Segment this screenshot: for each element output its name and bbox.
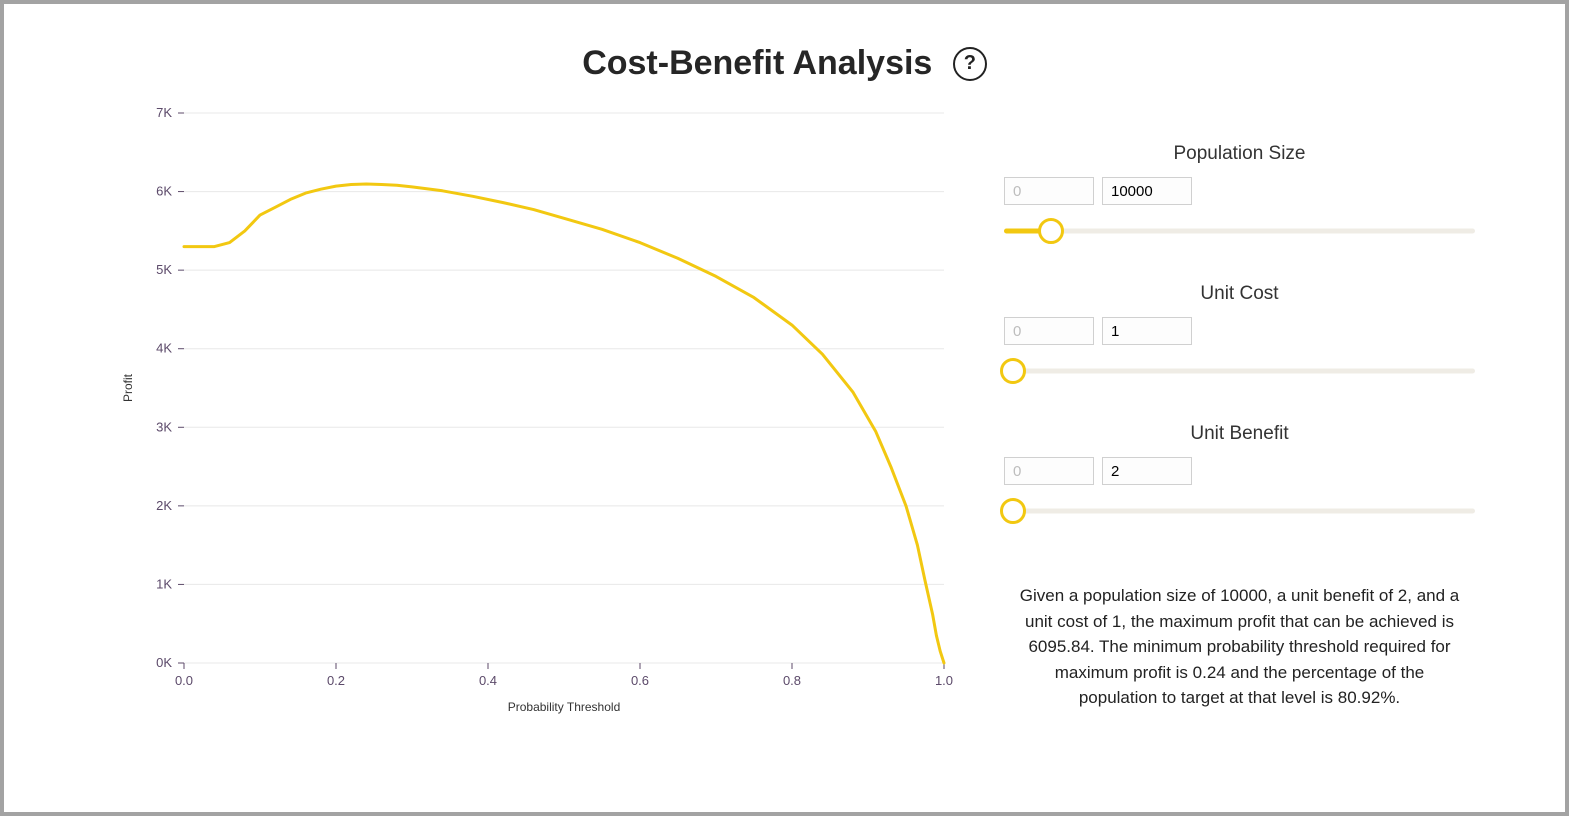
unit-benefit-slider-thumb[interactable] (1000, 498, 1026, 524)
population-slider-track-bg (1004, 229, 1475, 234)
unit-cost-min-input[interactable] (1004, 317, 1094, 345)
svg-text:Probability Threshold: Probability Threshold (508, 700, 621, 714)
unit-cost-control: Unit Cost (1004, 283, 1475, 383)
unit-cost-slider[interactable] (1004, 359, 1475, 383)
population-control: Population Size (1004, 143, 1475, 243)
svg-text:2K: 2K (156, 498, 172, 513)
unit-benefit-label: Unit Benefit (1004, 423, 1475, 445)
unit-benefit-control: Unit Benefit (1004, 423, 1475, 523)
population-inputs (1004, 177, 1475, 205)
panel-frame: Cost-Benefit Analysis ? 0K 1K 2K 3K 4K 5K 6K 7K… (0, 0, 1569, 816)
title-row: Cost-Benefit Analysis ? (34, 44, 1535, 83)
unit-cost-slider-track-bg (1004, 369, 1475, 374)
svg-text:0K: 0K (156, 655, 172, 670)
controls-area: Population Size Unit Cost (964, 103, 1535, 711)
svg-text:Profit: Profit (121, 373, 135, 402)
unit-benefit-slider[interactable] (1004, 499, 1475, 523)
chart-svg: 0K 1K 2K 3K 4K 5K 6K 7K 0.0 0.2 0.4 0.6 0.8 1.0 Probab… (114, 103, 964, 723)
population-label: Population Size (1004, 143, 1475, 165)
unit-benefit-min-input[interactable] (1004, 457, 1094, 485)
svg-text:0.6: 0.6 (631, 673, 649, 688)
unit-cost-slider-thumb[interactable] (1000, 358, 1026, 384)
unit-cost-label: Unit Cost (1004, 283, 1475, 305)
svg-text:0.2: 0.2 (327, 673, 345, 688)
unit-benefit-value-input[interactable] (1102, 457, 1192, 485)
svg-text:0.0: 0.0 (175, 673, 193, 688)
svg-text:3K: 3K (156, 419, 172, 434)
population-value-input[interactable] (1102, 177, 1192, 205)
svg-text:5K: 5K (156, 262, 172, 277)
svg-text:1.0: 1.0 (935, 673, 953, 688)
unit-benefit-slider-track-bg (1004, 509, 1475, 514)
summary-text: Given a population size of 10000, a unit… (1004, 583, 1475, 711)
svg-text:6K: 6K (156, 184, 172, 199)
content-row: 0K 1K 2K 3K 4K 5K 6K 7K 0.0 0.2 0.4 0.6 0.8 1.0 Probab… (34, 103, 1535, 723)
help-icon[interactable]: ? (953, 47, 987, 81)
svg-text:0.4: 0.4 (479, 673, 497, 688)
population-slider-thumb[interactable] (1038, 218, 1064, 244)
svg-text:1K: 1K (156, 576, 172, 591)
population-min-input[interactable] (1004, 177, 1094, 205)
profit-chart: 0K 1K 2K 3K 4K 5K 6K 7K 0.0 0.2 0.4 0.6 0.8 1.0 Probab… (114, 103, 964, 723)
svg-text:0.8: 0.8 (783, 673, 801, 688)
svg-text:7K: 7K (156, 105, 172, 120)
unit-cost-inputs (1004, 317, 1475, 345)
page-title: Cost-Benefit Analysis (582, 44, 932, 83)
svg-text:4K: 4K (156, 341, 172, 356)
population-slider[interactable] (1004, 219, 1475, 243)
unit-cost-value-input[interactable] (1102, 317, 1192, 345)
unit-benefit-inputs (1004, 457, 1475, 485)
